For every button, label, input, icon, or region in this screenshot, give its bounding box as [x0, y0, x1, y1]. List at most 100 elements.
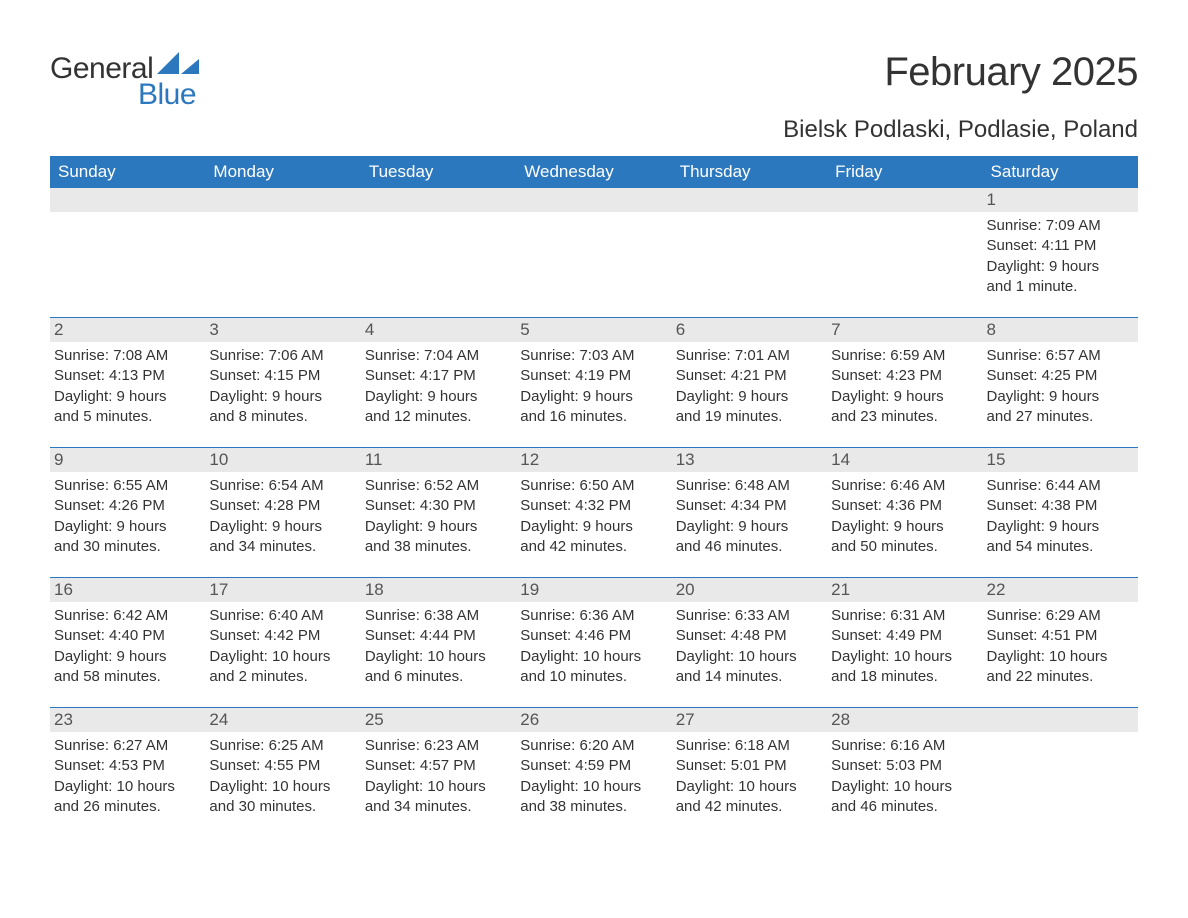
- day-cell: [205, 188, 360, 318]
- day-day1: Daylight: 10 hours: [365, 647, 510, 667]
- day-day2: and 42 minutes.: [520, 537, 665, 557]
- day-cell: 21Sunrise: 6:31 AMSunset: 4:49 PMDayligh…: [827, 578, 982, 708]
- day-sunset: Sunset: 4:13 PM: [54, 366, 199, 386]
- day-body: Sunrise: 6:54 AMSunset: 4:28 PMDaylight:…: [205, 472, 360, 577]
- day-number: 1: [983, 188, 1138, 212]
- day-day1: Daylight: 10 hours: [676, 777, 821, 797]
- day-day1: Daylight: 9 hours: [520, 517, 665, 537]
- dow-header: Saturday: [983, 156, 1138, 188]
- day-sunrise: Sunrise: 6:59 AM: [831, 346, 976, 366]
- day-sunset: Sunset: 4:51 PM: [987, 626, 1132, 646]
- day-cell: 24Sunrise: 6:25 AMSunset: 4:55 PMDayligh…: [205, 708, 360, 838]
- day-sunrise: Sunrise: 7:09 AM: [987, 216, 1132, 236]
- day-cell: 9Sunrise: 6:55 AMSunset: 4:26 PMDaylight…: [50, 448, 205, 578]
- day-cell: [516, 188, 671, 318]
- day-day1: Daylight: 9 hours: [209, 387, 354, 407]
- day-body: Sunrise: 6:52 AMSunset: 4:30 PMDaylight:…: [361, 472, 516, 577]
- day-number: [672, 188, 827, 212]
- day-cell: 19Sunrise: 6:36 AMSunset: 4:46 PMDayligh…: [516, 578, 671, 708]
- day-sunset: Sunset: 4:11 PM: [987, 236, 1132, 256]
- day-sunset: Sunset: 4:28 PM: [209, 496, 354, 516]
- day-sunrise: Sunrise: 7:04 AM: [365, 346, 510, 366]
- week-row: 1Sunrise: 7:09 AMSunset: 4:11 PMDaylight…: [50, 188, 1138, 318]
- day-day1: Daylight: 10 hours: [365, 777, 510, 797]
- day-day1: Daylight: 9 hours: [987, 517, 1132, 537]
- day-sunset: Sunset: 4:26 PM: [54, 496, 199, 516]
- day-body: Sunrise: 6:23 AMSunset: 4:57 PMDaylight:…: [361, 732, 516, 837]
- day-cell: 18Sunrise: 6:38 AMSunset: 4:44 PMDayligh…: [361, 578, 516, 708]
- day-day1: Daylight: 9 hours: [676, 387, 821, 407]
- day-sunset: Sunset: 4:59 PM: [520, 756, 665, 776]
- day-body: Sunrise: 6:33 AMSunset: 4:48 PMDaylight:…: [672, 602, 827, 707]
- day-day1: Daylight: 10 hours: [987, 647, 1132, 667]
- day-sunset: Sunset: 4:34 PM: [676, 496, 821, 516]
- day-cell: 23Sunrise: 6:27 AMSunset: 4:53 PMDayligh…: [50, 708, 205, 838]
- day-cell: 14Sunrise: 6:46 AMSunset: 4:36 PMDayligh…: [827, 448, 982, 578]
- day-sunrise: Sunrise: 7:08 AM: [54, 346, 199, 366]
- logo: General Blue: [50, 50, 199, 110]
- day-day2: and 46 minutes.: [831, 797, 976, 817]
- day-day1: Daylight: 9 hours: [831, 517, 976, 537]
- day-sunrise: Sunrise: 6:52 AM: [365, 476, 510, 496]
- day-number: 2: [50, 318, 205, 342]
- day-number: 15: [983, 448, 1138, 472]
- week-row: 23Sunrise: 6:27 AMSunset: 4:53 PMDayligh…: [50, 708, 1138, 838]
- day-sunrise: Sunrise: 6:23 AM: [365, 736, 510, 756]
- day-sunset: Sunset: 4:48 PM: [676, 626, 821, 646]
- day-number: 9: [50, 448, 205, 472]
- day-cell: 22Sunrise: 6:29 AMSunset: 4:51 PMDayligh…: [983, 578, 1138, 708]
- day-day2: and 30 minutes.: [209, 797, 354, 817]
- day-sunset: Sunset: 4:23 PM: [831, 366, 976, 386]
- day-sunrise: Sunrise: 6:38 AM: [365, 606, 510, 626]
- day-number: 13: [672, 448, 827, 472]
- day-body: Sunrise: 6:36 AMSunset: 4:46 PMDaylight:…: [516, 602, 671, 707]
- day-day2: and 16 minutes.: [520, 407, 665, 427]
- day-sunset: Sunset: 4:38 PM: [987, 496, 1132, 516]
- day-body: Sunrise: 6:27 AMSunset: 4:53 PMDaylight:…: [50, 732, 205, 837]
- day-cell: 20Sunrise: 6:33 AMSunset: 4:48 PMDayligh…: [672, 578, 827, 708]
- day-number: 12: [516, 448, 671, 472]
- dow-header: Thursday: [672, 156, 827, 188]
- day-body: [361, 212, 516, 312]
- day-cell: 17Sunrise: 6:40 AMSunset: 4:42 PMDayligh…: [205, 578, 360, 708]
- day-cell: 8Sunrise: 6:57 AMSunset: 4:25 PMDaylight…: [983, 318, 1138, 448]
- day-number: [205, 188, 360, 212]
- day-sunset: Sunset: 4:53 PM: [54, 756, 199, 776]
- day-cell: 3Sunrise: 7:06 AMSunset: 4:15 PMDaylight…: [205, 318, 360, 448]
- day-sunset: Sunset: 4:55 PM: [209, 756, 354, 776]
- day-body: [205, 212, 360, 312]
- day-body: Sunrise: 6:29 AMSunset: 4:51 PMDaylight:…: [983, 602, 1138, 707]
- day-body: Sunrise: 6:50 AMSunset: 4:32 PMDaylight:…: [516, 472, 671, 577]
- day-day2: and 34 minutes.: [365, 797, 510, 817]
- day-body: Sunrise: 6:42 AMSunset: 4:40 PMDaylight:…: [50, 602, 205, 707]
- day-sunrise: Sunrise: 6:57 AM: [987, 346, 1132, 366]
- day-sunrise: Sunrise: 6:29 AM: [987, 606, 1132, 626]
- day-sunrise: Sunrise: 6:46 AM: [831, 476, 976, 496]
- day-day1: Daylight: 10 hours: [520, 647, 665, 667]
- day-number: 7: [827, 318, 982, 342]
- day-sunset: Sunset: 4:17 PM: [365, 366, 510, 386]
- calendar-table: SundayMondayTuesdayWednesdayThursdayFrid…: [50, 156, 1138, 837]
- day-cell: 26Sunrise: 6:20 AMSunset: 4:59 PMDayligh…: [516, 708, 671, 838]
- day-day1: Daylight: 9 hours: [365, 387, 510, 407]
- day-body: Sunrise: 6:55 AMSunset: 4:26 PMDaylight:…: [50, 472, 205, 577]
- day-cell: [672, 188, 827, 318]
- day-cell: [50, 188, 205, 318]
- day-body: [827, 212, 982, 312]
- day-day2: and 50 minutes.: [831, 537, 976, 557]
- day-sunrise: Sunrise: 6:40 AM: [209, 606, 354, 626]
- day-sunrise: Sunrise: 6:31 AM: [831, 606, 976, 626]
- day-day1: Daylight: 10 hours: [209, 647, 354, 667]
- day-number: [50, 188, 205, 212]
- day-day1: Daylight: 9 hours: [365, 517, 510, 537]
- day-number: 8: [983, 318, 1138, 342]
- day-day1: Daylight: 9 hours: [831, 387, 976, 407]
- day-body: Sunrise: 6:31 AMSunset: 4:49 PMDaylight:…: [827, 602, 982, 707]
- day-number: 19: [516, 578, 671, 602]
- day-cell: 10Sunrise: 6:54 AMSunset: 4:28 PMDayligh…: [205, 448, 360, 578]
- day-number: [361, 188, 516, 212]
- day-body: Sunrise: 7:04 AMSunset: 4:17 PMDaylight:…: [361, 342, 516, 447]
- day-sunrise: Sunrise: 6:20 AM: [520, 736, 665, 756]
- day-body: [516, 212, 671, 312]
- day-cell: 16Sunrise: 6:42 AMSunset: 4:40 PMDayligh…: [50, 578, 205, 708]
